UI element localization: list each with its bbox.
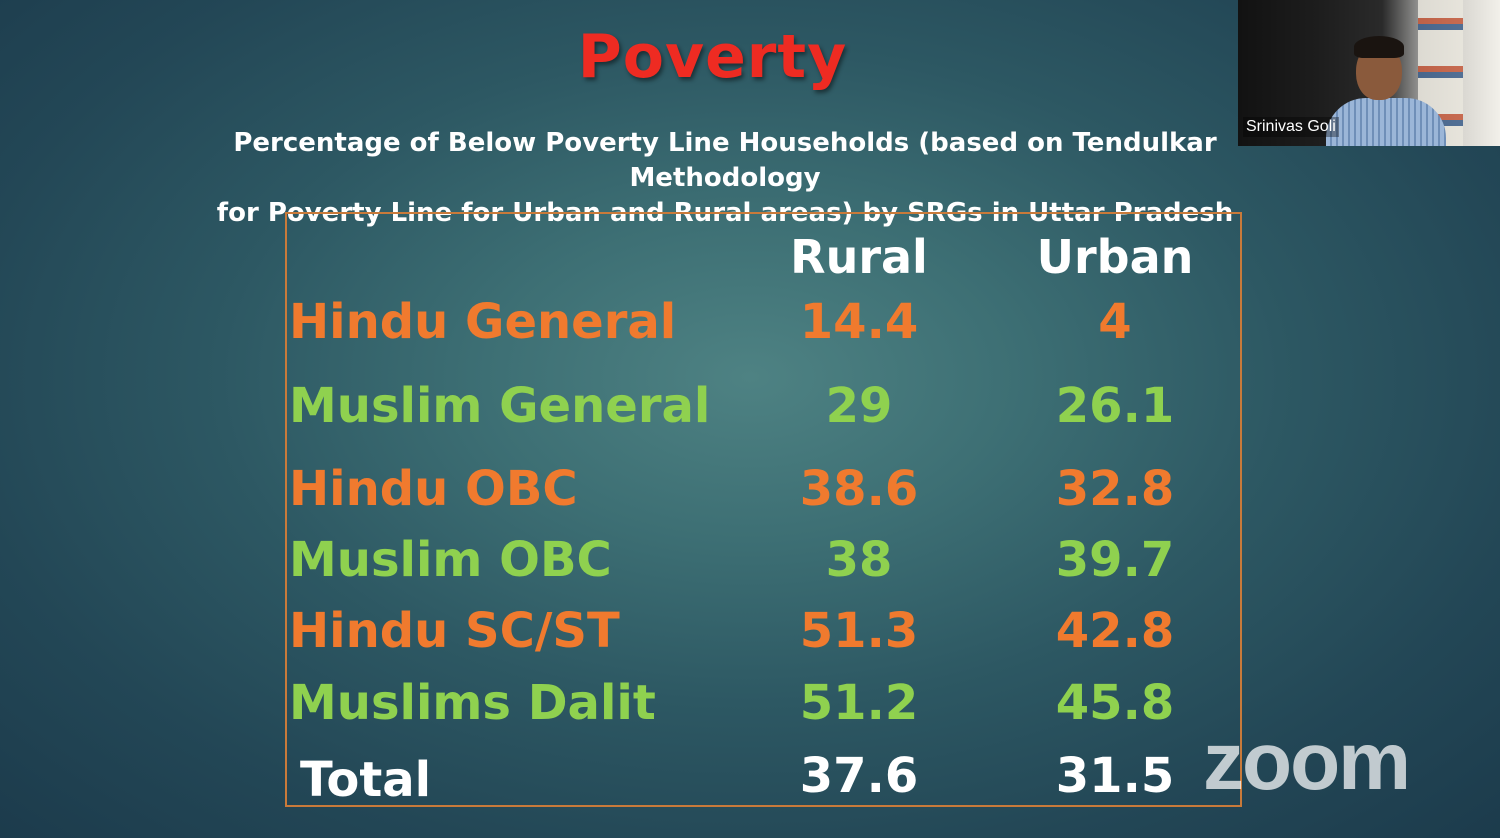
urban-value-muslim-general: 26.1 (1055, 378, 1175, 434)
participant-video-tile[interactable]: Srinivas Goli (1238, 0, 1500, 146)
rural-value-hindu-sc-st: 51.3 (799, 603, 919, 659)
slide-title: Poverty (577, 22, 848, 92)
rural-value-hindu-obc: 38.6 (799, 461, 919, 517)
header-rural: Rural (790, 230, 928, 284)
row-label-total: Total (300, 752, 432, 808)
participant-body (1326, 98, 1446, 146)
urban-value-muslims-dalit: 45.8 (1055, 675, 1175, 731)
urban-value-hindu-sc-st: 42.8 (1055, 603, 1175, 659)
rural-value-muslim-obc: 38 (825, 532, 893, 588)
participant-hair (1354, 36, 1404, 58)
row-label-muslims-dalit: Muslims Dalit (289, 675, 656, 731)
participant-name-label: Srinivas Goli (1243, 117, 1339, 137)
row-label-muslim-obc: Muslim OBC (289, 532, 612, 588)
subtitle-line-1: Percentage of Below Poverty Line Househo… (233, 128, 1217, 193)
zoom-watermark-logo: zoom (1203, 716, 1411, 807)
row-label-hindu-obc: Hindu OBC (289, 461, 578, 517)
urban-value-muslim-obc: 39.7 (1055, 532, 1175, 588)
row-label-hindu-general: Hindu General (289, 294, 677, 350)
rural-value-total: 37.6 (799, 748, 919, 804)
poverty-table-border (285, 212, 1242, 807)
rural-value-hindu-general: 14.4 (799, 294, 919, 350)
urban-value-hindu-general: 4 (1098, 294, 1132, 350)
row-label-hindu-sc-st: Hindu SC/ST (289, 603, 620, 659)
header-urban: Urban (1036, 230, 1194, 284)
row-label-muslim-general: Muslim General (289, 378, 711, 434)
rural-value-muslims-dalit: 51.2 (799, 675, 919, 731)
slide-subtitle: Percentage of Below Poverty Line Househo… (160, 126, 1290, 231)
urban-value-total: 31.5 (1055, 748, 1175, 804)
rural-value-muslim-general: 29 (825, 378, 893, 434)
urban-value-hindu-obc: 32.8 (1055, 461, 1175, 517)
